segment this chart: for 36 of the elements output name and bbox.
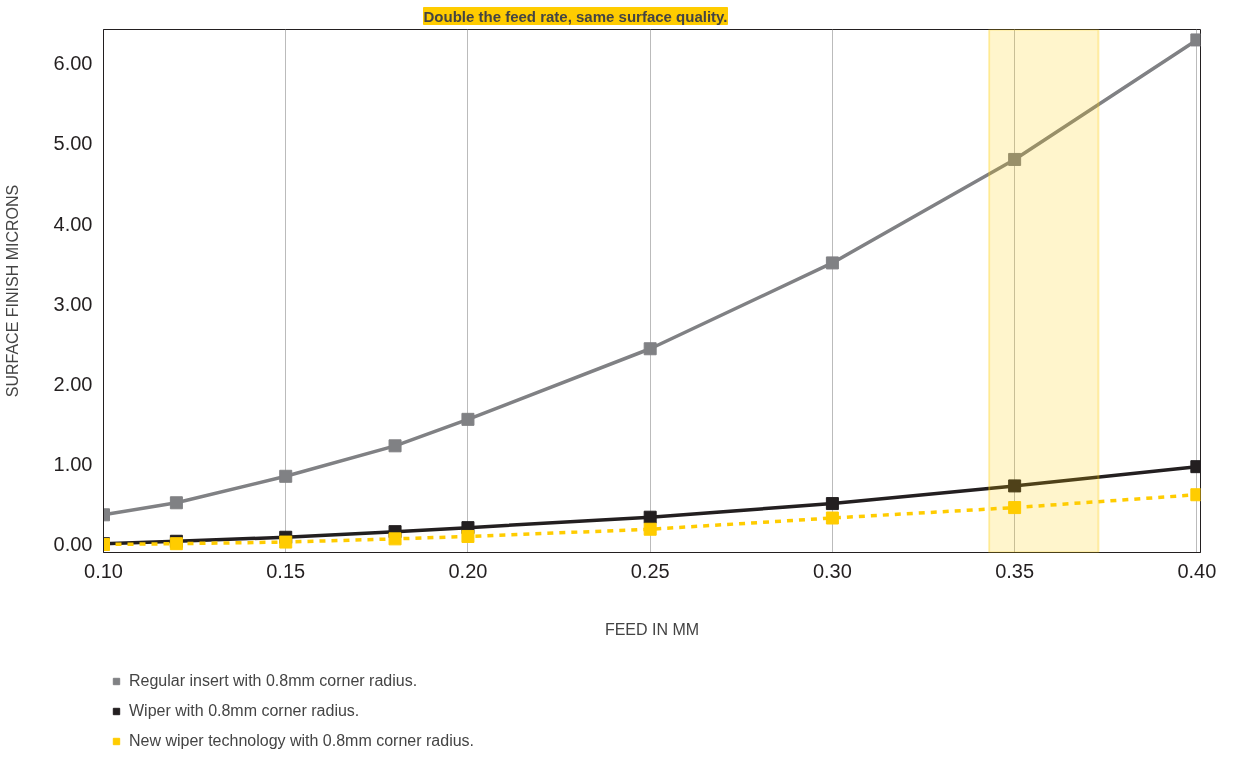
x-tick-label: 0.10: [84, 559, 123, 582]
point: [169, 496, 183, 510]
y-tick-label: 0.00: [53, 533, 93, 556]
point: [1008, 152, 1022, 166]
point: [643, 342, 657, 356]
x-tick-label: 0.35: [995, 559, 1035, 582]
y-tick-label: 1.00: [53, 453, 93, 476]
x-tick-label: 0.30: [812, 559, 852, 582]
legend-label: New wiper technology with 0.8mm corner radius.: [129, 732, 475, 750]
point: [388, 439, 402, 453]
text: Double the feed rate, same surface quality.: [423, 7, 728, 25]
point: [461, 412, 475, 426]
point: [1008, 479, 1022, 493]
x-tick-label: 0.25: [630, 559, 670, 582]
y-tick-label: 2.00: [53, 373, 93, 396]
x-tick-label: 0.15: [266, 559, 306, 582]
point: [825, 256, 839, 270]
y-tick-label: 3.00: [53, 292, 93, 315]
point: [1008, 501, 1022, 515]
point: [643, 510, 657, 524]
point: [388, 532, 402, 546]
point: [461, 529, 475, 543]
x-axis-title: FEED IN MM: [604, 620, 700, 638]
point: [825, 497, 839, 511]
legend-label: Regular insert with 0.8mm corner radius.: [129, 672, 418, 690]
y-tick-label: 6.00: [53, 52, 93, 75]
x-tick-label: 0.40: [1177, 559, 1217, 582]
y-tick-label: 5.00: [53, 132, 93, 155]
point: [279, 469, 293, 483]
point: [825, 511, 839, 525]
point: [643, 522, 657, 536]
legend-label: Wiper with 0.8mm corner radius.: [129, 702, 360, 720]
point: [279, 535, 293, 549]
y-axis-title: SURFACE FINISH MICRONS: [3, 184, 21, 398]
y-tick-label: 4.00: [53, 212, 93, 235]
x-tick-label: 0.20: [448, 559, 488, 582]
